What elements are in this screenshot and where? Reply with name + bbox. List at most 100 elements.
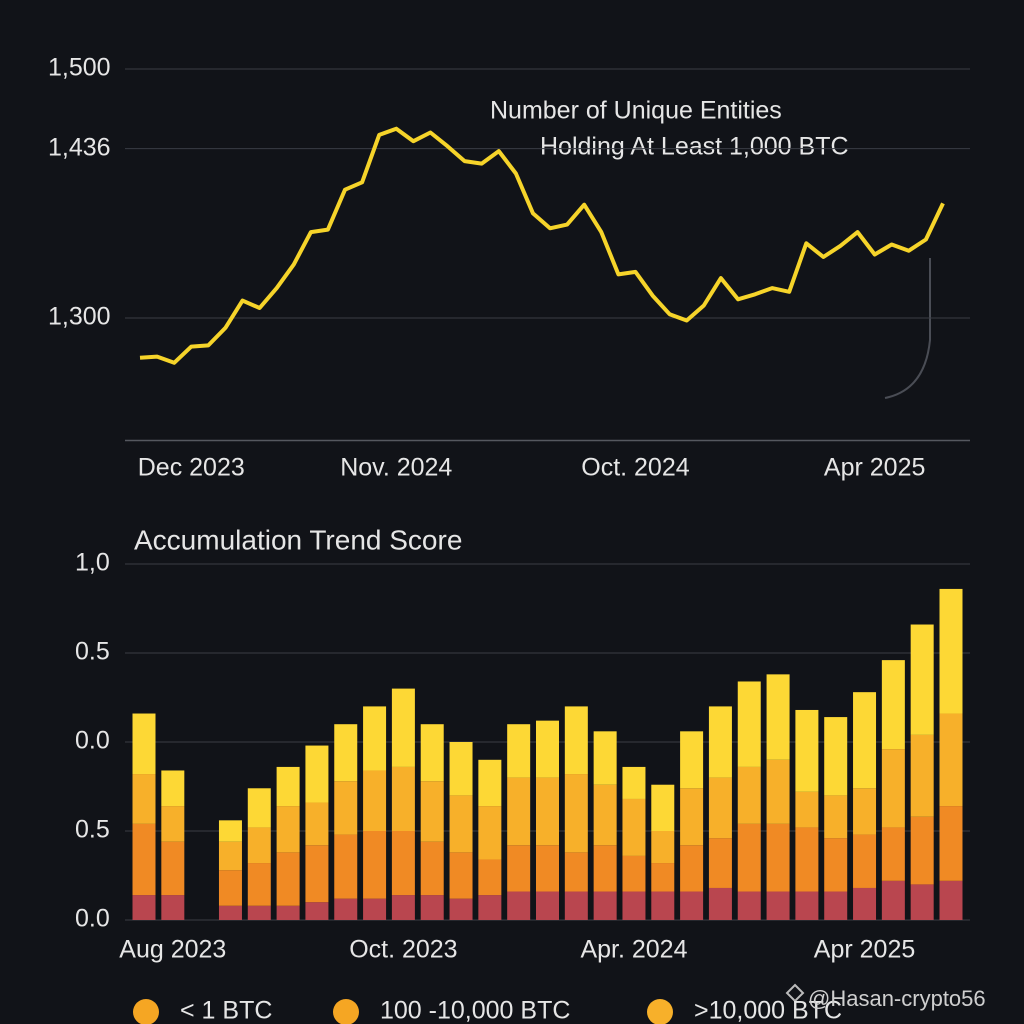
legend-swatch bbox=[647, 999, 673, 1024]
bar-segment bbox=[276, 806, 300, 853]
y-tick-label: 1,500 bbox=[48, 54, 111, 82]
y-tick-label: 0.0 bbox=[75, 727, 110, 755]
x-tick-label: Aug 2023 bbox=[119, 936, 226, 964]
bar-segment bbox=[276, 766, 300, 807]
bar-segment bbox=[507, 724, 531, 778]
bar-segment bbox=[564, 891, 588, 920]
bar-segment bbox=[651, 831, 675, 864]
bar-segment bbox=[766, 674, 790, 760]
bar-segment bbox=[334, 834, 358, 899]
bar-segment bbox=[737, 823, 761, 892]
data-line bbox=[139, 126, 945, 365]
bar-segment bbox=[305, 845, 329, 903]
bar-segment bbox=[795, 891, 819, 920]
bar-segment bbox=[795, 791, 819, 828]
bar-segment bbox=[363, 706, 387, 771]
bar-segment bbox=[680, 731, 704, 789]
bar-segment bbox=[593, 784, 617, 846]
bar-segment bbox=[305, 745, 329, 803]
bar-segment bbox=[651, 784, 675, 831]
bar-segment bbox=[853, 834, 877, 888]
bar-segment bbox=[708, 706, 732, 778]
bar-segment bbox=[564, 774, 588, 853]
bar-segment bbox=[824, 891, 848, 920]
bar-segment bbox=[881, 880, 905, 920]
bar-segment bbox=[161, 841, 185, 896]
bar-segment bbox=[593, 845, 617, 892]
bar-segment bbox=[853, 692, 877, 789]
legend-label: < 1 BTC bbox=[180, 997, 272, 1024]
bar-segment bbox=[507, 891, 531, 920]
bar-segment bbox=[536, 845, 559, 892]
bar-segment bbox=[218, 870, 242, 906]
bar-segment bbox=[651, 863, 675, 892]
x-tick-label: Apr 2025 bbox=[814, 936, 915, 964]
bar-segment bbox=[305, 802, 329, 846]
bar-segment bbox=[593, 891, 617, 920]
chart-title: Number of Unique Entities bbox=[490, 97, 782, 125]
bar-segment bbox=[766, 823, 790, 892]
bar-segment bbox=[536, 720, 559, 778]
bar-segment bbox=[334, 781, 358, 835]
bar-segment bbox=[910, 816, 934, 885]
y-tick-label: 1,0 bbox=[75, 549, 110, 577]
decoration-curve bbox=[884, 258, 931, 399]
bar-segment bbox=[881, 749, 905, 828]
bar-segment bbox=[622, 798, 646, 856]
bar-segment bbox=[939, 880, 963, 920]
legend-label: 100 -10,000 BTC bbox=[380, 997, 570, 1024]
bar-segment bbox=[795, 709, 819, 792]
bar-segment bbox=[391, 831, 415, 896]
bar-segment bbox=[247, 788, 271, 828]
bar-segment bbox=[363, 898, 387, 920]
bar-segment bbox=[680, 788, 704, 846]
bar-segment bbox=[536, 891, 559, 920]
bar-segment bbox=[708, 887, 732, 920]
bar-segment bbox=[132, 713, 156, 775]
legend-swatch bbox=[333, 999, 359, 1024]
bar-segment bbox=[939, 806, 963, 881]
bar-segment bbox=[939, 713, 963, 807]
bar-segment bbox=[247, 863, 271, 906]
bar-segment bbox=[824, 717, 848, 796]
bar-segment bbox=[795, 827, 819, 892]
bar-segment bbox=[910, 624, 934, 735]
bar-segment bbox=[680, 891, 704, 920]
bar-segment bbox=[420, 841, 444, 896]
bar-segment bbox=[161, 806, 185, 842]
legend-label: >10,000 BTC bbox=[694, 997, 842, 1024]
bar-segment bbox=[132, 823, 156, 896]
bar-segment bbox=[564, 706, 588, 775]
bar-segment bbox=[478, 759, 502, 807]
watermark-icon bbox=[785, 983, 805, 1003]
bar-segment bbox=[564, 852, 588, 892]
bar-segment bbox=[449, 898, 473, 920]
bar-segment bbox=[824, 795, 848, 839]
bar-segment bbox=[708, 838, 732, 888]
bar-segment bbox=[622, 891, 646, 920]
y-tick-label: 1,436 bbox=[48, 133, 111, 161]
bar-segment bbox=[420, 895, 444, 920]
bar-segment bbox=[593, 731, 617, 785]
bar-segment bbox=[507, 777, 531, 846]
bar-segment bbox=[478, 859, 502, 896]
y-tick-label: 1,300 bbox=[48, 303, 111, 331]
bar-segment bbox=[334, 724, 358, 782]
bar-segment bbox=[161, 895, 185, 920]
bar-segment bbox=[132, 895, 156, 920]
bar-segment bbox=[334, 898, 358, 920]
bar-segment bbox=[218, 841, 242, 871]
chart-subtitle: Holding At Least 1,000 BTC bbox=[540, 133, 849, 161]
bar-segment bbox=[218, 905, 242, 920]
bar-segment bbox=[536, 777, 559, 846]
bar-segment bbox=[391, 895, 415, 920]
x-tick-label: Apr. 2024 bbox=[580, 936, 687, 964]
y-tick-label: 0.5 bbox=[75, 638, 110, 666]
bar-segment bbox=[247, 905, 271, 920]
bar-segment bbox=[420, 781, 444, 842]
bar-segment bbox=[881, 660, 905, 750]
chart-title: Accumulation Trend Score bbox=[134, 524, 462, 555]
bar-segment bbox=[622, 766, 646, 799]
bar-segment bbox=[132, 774, 156, 824]
